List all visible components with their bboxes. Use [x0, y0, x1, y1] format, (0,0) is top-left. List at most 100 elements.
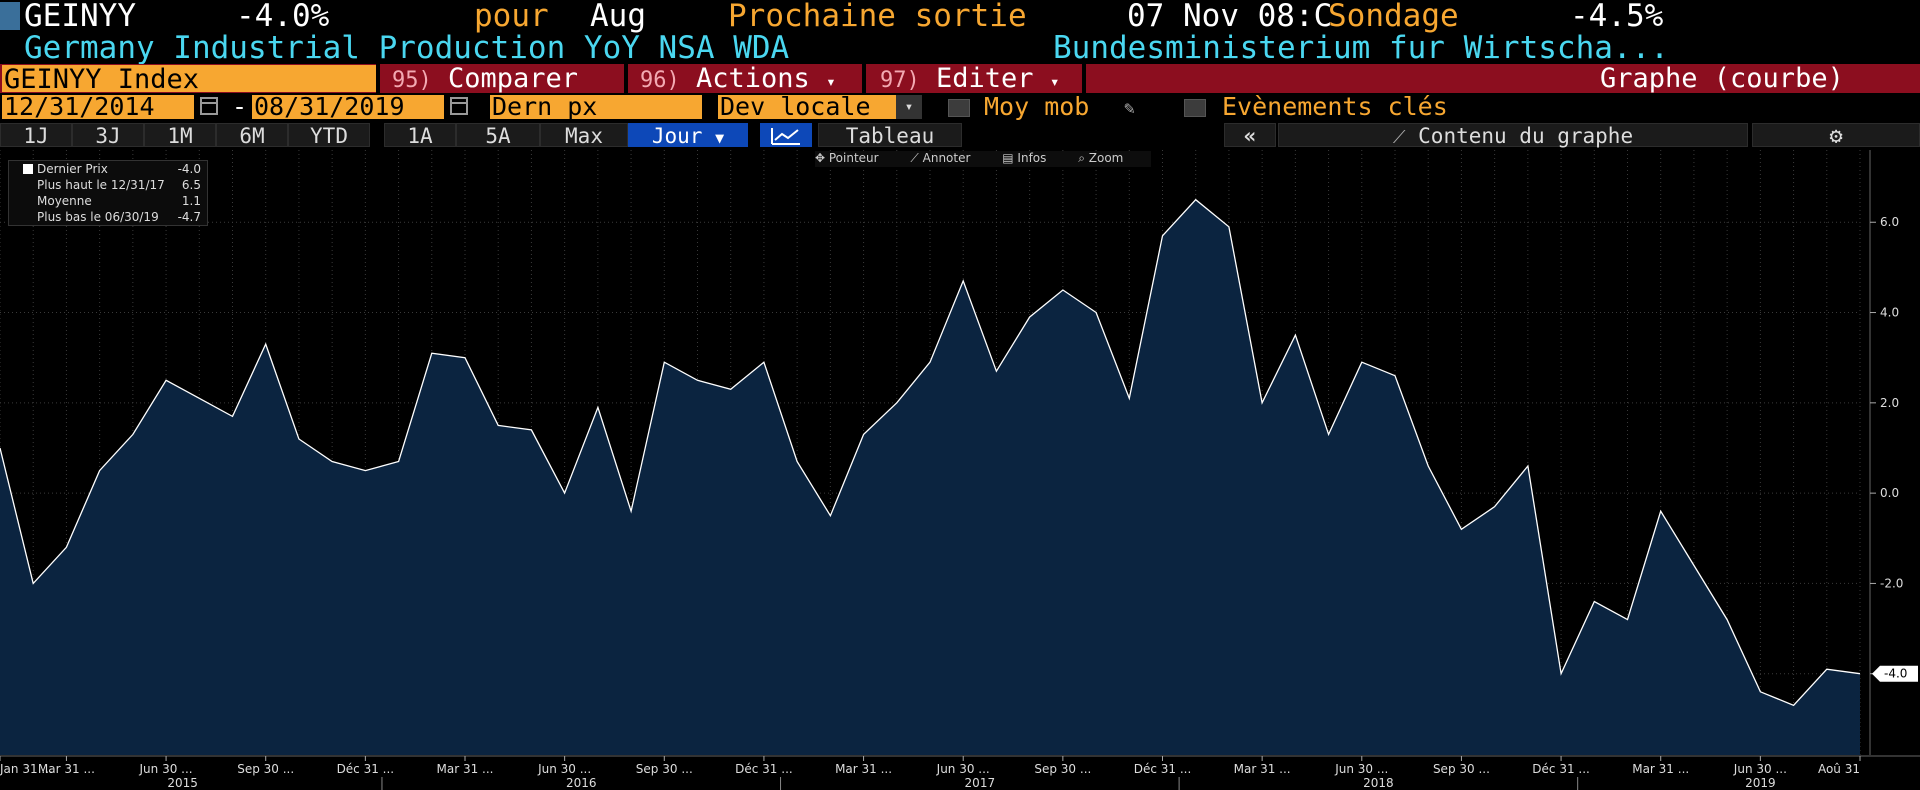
x-tick-label: Jun 30 ... — [1334, 762, 1388, 776]
last-value-box — [1872, 665, 1918, 682]
year-label: 2018 — [1363, 776, 1394, 790]
pointer-tool[interactable]: ✥ Pointeur — [815, 151, 879, 165]
range-max[interactable]: Max — [540, 123, 628, 148]
last-value-marker: -4.0 — [1872, 665, 1918, 682]
legend-swatch — [23, 164, 33, 174]
annotate-label: Annoter — [922, 151, 971, 165]
legend-label: Plus haut le 12/31/17 — [37, 178, 165, 192]
divider — [862, 64, 866, 93]
calendar-icon[interactable] — [450, 97, 468, 115]
gear-icon: ⚙ — [1829, 124, 1843, 149]
controls-row: 12/31/2014 - 08/31/2019 Dern px Dev loca… — [0, 93, 1920, 121]
x-tick-label: Déc 31 ... — [1532, 762, 1590, 776]
actions-button[interactable]: 96) Actions ▾ — [640, 64, 860, 93]
range-row: 1J 3J 1M 6M YTD 1A 5A Max Jour ▼ Tableau… — [0, 121, 1920, 149]
graph-type-button[interactable]: Graphe (courbe) — [1600, 63, 1844, 94]
x-tick-label: Jun 30 ... — [936, 762, 990, 776]
legend: Dernier Prix -4.0 Plus haut le 12/31/17 … — [8, 160, 208, 226]
chart-contents-icon: ⟋ — [1392, 127, 1406, 148]
chart-area[interactable]: -4.0-2.00.02.04.06.0 Jan 31 ...Mar 31 ..… — [0, 150, 1920, 790]
info-tool[interactable]: ▤ Infos — [1002, 151, 1047, 165]
year-label: 2017 — [965, 776, 996, 790]
x-tick-label: Jun 30 ... — [537, 762, 591, 776]
ticker: GEINYY — [24, 0, 136, 34]
frequency-select[interactable]: Jour ▼ — [628, 123, 748, 148]
y-axis: -4.0-2.00.02.04.06.0 — [1869, 150, 1903, 755]
edit-button[interactable]: 97) Editer ▾ — [880, 64, 1080, 93]
price-field[interactable]: Dern px — [490, 94, 702, 119]
legend-label: Plus bas le 06/30/19 — [37, 210, 159, 224]
survey-label: Sondage — [1328, 0, 1459, 34]
year-label: 2016 — [566, 776, 597, 790]
range-3d[interactable]: 3J — [72, 123, 144, 148]
chart-contents-label: Contenu du graphe — [1418, 124, 1634, 148]
settings-button[interactable]: ⚙ — [1752, 123, 1920, 149]
compare-number: 95) — [392, 68, 432, 93]
x-tick-label: Sep 30 ... — [237, 762, 294, 776]
key-events-checkbox[interactable] — [1184, 99, 1206, 117]
zoom-label: Zoom — [1088, 151, 1124, 165]
collapse-button[interactable]: « — [1224, 123, 1276, 148]
table-view-button[interactable]: Tableau — [818, 123, 962, 148]
moving-average-checkbox[interactable] — [948, 99, 970, 117]
chart-contents-button[interactable]: ⟋ Contenu du graphe — [1278, 123, 1748, 148]
next-release: 07 Nov 08:C — [1127, 0, 1333, 34]
security-field[interactable]: GEINYY Index — [2, 65, 376, 94]
range-ytd[interactable]: YTD — [288, 123, 370, 148]
range-5y[interactable]: 5A — [456, 123, 540, 148]
line-chart: -4.0-2.00.02.04.06.0 Jan 31 ...Mar 31 ..… — [0, 150, 1920, 790]
line-chart-icon[interactable] — [760, 123, 812, 147]
x-tick-label: Déc 31 ... — [735, 762, 793, 776]
date-dash: - — [232, 92, 248, 121]
legend-label: Moyenne — [37, 194, 92, 208]
calendar-icon[interactable] — [200, 97, 218, 115]
caret-down-icon: ▼ — [715, 129, 725, 147]
legend-value: 1.1 — [181, 194, 201, 208]
legend-value: -4.7 — [177, 210, 201, 224]
start-date-input[interactable]: 12/31/2014 — [2, 94, 194, 119]
pencil-icon[interactable]: ✎ — [1124, 98, 1135, 119]
x-tick-label: Déc 31 ... — [337, 762, 395, 776]
moving-average-label: Moy mob — [984, 92, 1090, 121]
chevron-down-icon: ▾ — [826, 72, 836, 91]
key-events-label: Evènements clés — [1222, 92, 1448, 121]
x-tick-label: Sep 30 ... — [1433, 762, 1490, 776]
series-area — [0, 199, 1860, 755]
series-line — [0, 198, 1861, 707]
pointer-label: Pointeur — [828, 151, 879, 165]
x-tick-label: Mar 31 ... — [835, 762, 892, 776]
x-tick-label: Jun 30 ... — [139, 762, 193, 776]
range-6m[interactable]: 6M — [216, 123, 288, 148]
ticker-marker — [0, 2, 20, 30]
actions-number: 96) — [640, 68, 680, 93]
x-tick-label: Mar 31 ... — [38, 762, 95, 776]
range-1m[interactable]: 1M — [144, 123, 216, 148]
x-tick-label: Mar 31 ... — [1632, 762, 1689, 776]
period: Aug — [590, 0, 646, 34]
x-tick-label: Aoû 31 — [1818, 762, 1860, 776]
currency-select[interactable]: Dev locale — [718, 94, 896, 119]
range-1y[interactable]: 1A — [384, 123, 456, 148]
zoom-tool[interactable]: ⌕ Zoom — [1078, 151, 1124, 165]
actions-label: Actions — [696, 63, 810, 94]
title-row: Germany Industrial Production YoY NSA WD… — [0, 32, 1920, 64]
legend-value: 6.5 — [181, 178, 201, 192]
x-tick-label: Sep 30 ... — [1034, 762, 1091, 776]
source: Bundesministerium fur Wirtscha... — [1053, 30, 1669, 66]
annotate-tool[interactable]: ⟋ Annoter — [910, 151, 971, 165]
edit-label: Editer — [936, 63, 1034, 94]
chevron-down-icon[interactable]: ▾ — [896, 95, 922, 119]
year-label: 2019 — [1745, 776, 1776, 790]
y-tick-label: 0.0 — [1880, 486, 1899, 500]
period-prefix: pour — [474, 0, 549, 34]
x-tick-label: Déc 31 ... — [1134, 762, 1192, 776]
next-release-label: Prochaine sortie — [728, 0, 1027, 34]
range-1d[interactable]: 1J — [0, 123, 72, 148]
frequency-label: Jour — [651, 124, 703, 148]
x-tick-label: Mar 31 ... — [1234, 762, 1291, 776]
end-date-input[interactable]: 08/31/2019 — [252, 94, 444, 119]
last-value-label: -4.0 — [1884, 667, 1907, 681]
year-label: 2015 — [167, 776, 198, 790]
info-label: Infos — [1017, 151, 1047, 165]
compare-button[interactable]: 95) Comparer — [392, 64, 622, 93]
